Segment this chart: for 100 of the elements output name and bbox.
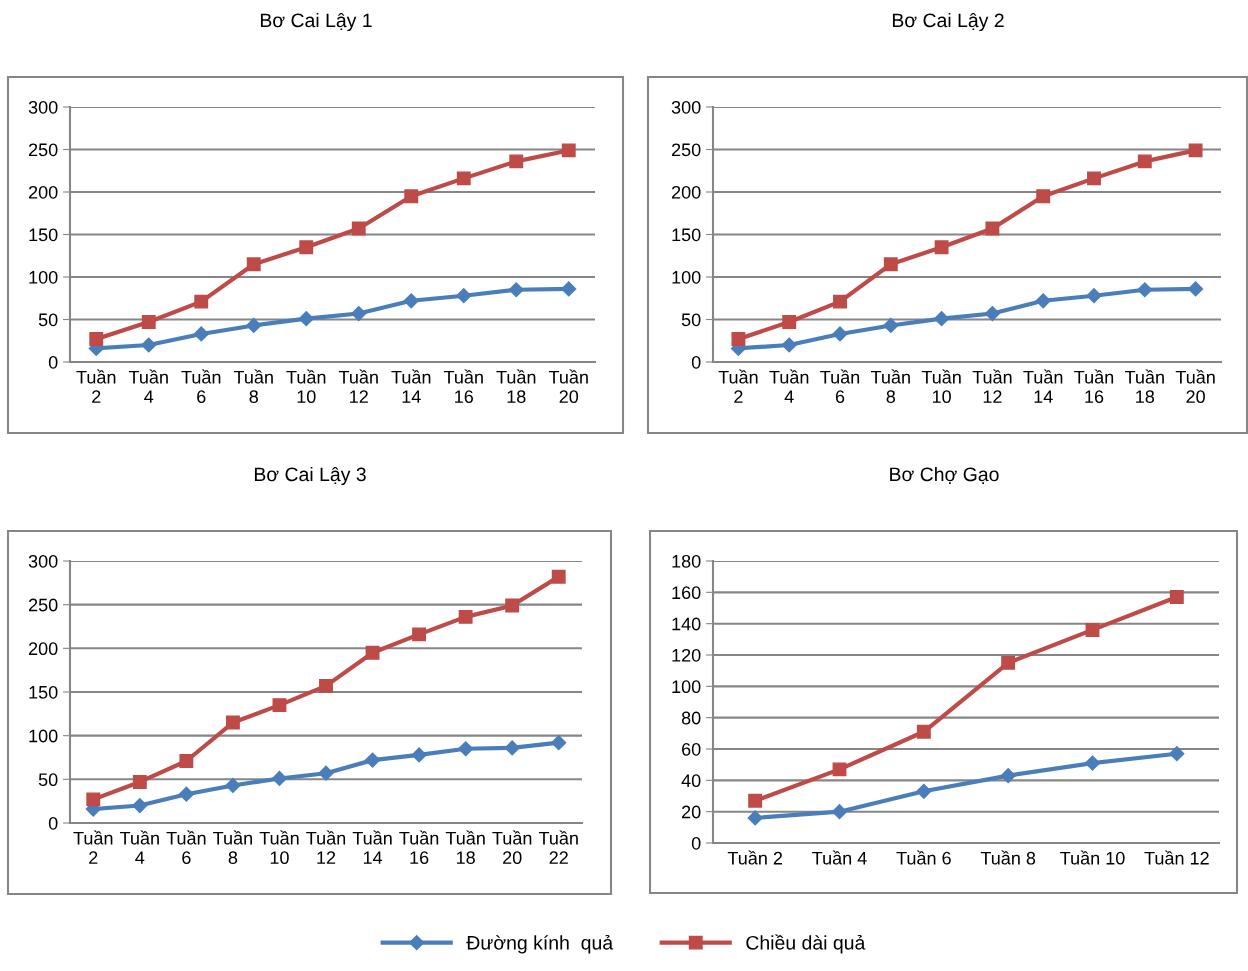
x-tick-label: Tuần 12 [338, 369, 378, 403]
point [832, 326, 848, 342]
x-tick-label: Tuần 10 [1060, 850, 1125, 865]
x-tick-label: Tuần 14 [1023, 369, 1063, 403]
y-tick-label: 160 [672, 586, 701, 600]
point [89, 332, 104, 346]
y-tick-label: 200 [28, 185, 58, 199]
x-tick-label: Tuần 6 [896, 850, 951, 865]
point [1188, 281, 1204, 297]
point [561, 281, 577, 297]
point [505, 598, 520, 613]
point [748, 793, 763, 808]
x-tick-label: Tuần 8 [213, 830, 252, 865]
x-tick-label: Tuần 16 [443, 369, 483, 404]
y-tick-label: 200 [671, 185, 701, 199]
y-tick-label: 100 [672, 680, 701, 694]
point [1086, 288, 1102, 304]
y-tick-label: 40 [681, 774, 701, 788]
y-tick-label: 300 [28, 554, 58, 568]
x-tick-label: Tuần 2 [73, 830, 113, 864]
y-tick-label: 300 [671, 100, 701, 114]
point [1084, 755, 1101, 771]
point [551, 569, 566, 584]
legend-label: Đường kính quả [466, 934, 614, 954]
y-tick-label: 0 [691, 836, 701, 850]
point [351, 305, 367, 322]
point [504, 740, 520, 756]
x-tick-label: Tuần 22 [538, 830, 578, 864]
point [246, 317, 262, 334]
point [178, 786, 194, 802]
y-tick-label: 250 [671, 143, 701, 157]
point [934, 311, 950, 327]
y-tick-label: 100 [672, 270, 701, 284]
y-tick-label: 50 [38, 313, 58, 327]
x-tick-label: Tuần 6 [820, 369, 860, 404]
chart-title: Bơ Chợ Gạo [890, 466, 999, 484]
x-tick-label: Tuần 14 [391, 369, 431, 403]
point [299, 240, 314, 255]
point [403, 293, 419, 309]
x-tick-label: Tuần 20 [1175, 369, 1215, 404]
point [1188, 143, 1203, 158]
point [1085, 622, 1100, 637]
x-tick-label: Tuần 6 [166, 830, 206, 865]
y-tick-label: 100 [29, 729, 58, 743]
y-tick-label: 80 [681, 711, 701, 725]
y-tick-label: 100 [29, 270, 58, 284]
point [1137, 282, 1153, 298]
point [985, 221, 1000, 236]
chart-title: Bơ Cai Lậy 3 [254, 466, 366, 486]
point [364, 752, 381, 768]
x-tick-label: Tuần 18 [445, 830, 485, 865]
x-tick-label: Tuần 18 [496, 369, 536, 404]
x-tick-label: Tuần 12 [1144, 850, 1209, 865]
point [456, 171, 471, 186]
x-tick-label: Tuần 4 [119, 830, 159, 864]
x-tick-label: Tuần 10 [259, 830, 299, 865]
point [883, 317, 899, 334]
y-tick-label: 150 [29, 685, 58, 699]
point [831, 804, 848, 820]
y-tick-label: 200 [28, 642, 58, 656]
point [194, 294, 209, 309]
point [508, 282, 524, 298]
point [1087, 171, 1101, 186]
point [132, 797, 148, 814]
point [404, 189, 419, 204]
x-tick-label: Tuần 4 [769, 369, 809, 403]
y-tick-label: 180 [672, 554, 701, 568]
point [411, 747, 427, 763]
point [458, 741, 474, 757]
x-tick-label: Tuần 12 [972, 369, 1012, 403]
point [319, 678, 333, 693]
x-tick-label: Tuần 8 [870, 369, 910, 404]
x-tick-label: Tuần 4 [812, 850, 867, 865]
point [412, 627, 427, 642]
point [132, 775, 147, 789]
y-tick-label: 140 [672, 617, 701, 631]
y-tick-label: 60 [682, 742, 701, 756]
point [984, 305, 1000, 322]
point [1035, 293, 1051, 309]
point [246, 257, 261, 272]
point [833, 294, 847, 309]
point [509, 154, 524, 169]
point [781, 337, 797, 353]
point [561, 143, 576, 158]
y-tick-label: 20 [682, 805, 701, 819]
point [272, 698, 287, 713]
x-tick-label: Tuần 10 [921, 369, 961, 404]
y-tick-label: 50 [681, 313, 701, 327]
point [731, 332, 746, 346]
point [916, 724, 931, 739]
point [193, 326, 209, 342]
point [225, 715, 240, 730]
point [551, 735, 567, 751]
x-tick-label: Tuần 16 [399, 830, 439, 865]
y-tick-label: 150 [672, 228, 701, 242]
y-tick-label: 0 [48, 355, 58, 369]
point [1036, 189, 1051, 204]
y-tick-label: 250 [28, 143, 58, 157]
x-tick-label: Tuần 16 [1074, 369, 1114, 404]
point [1169, 746, 1185, 762]
